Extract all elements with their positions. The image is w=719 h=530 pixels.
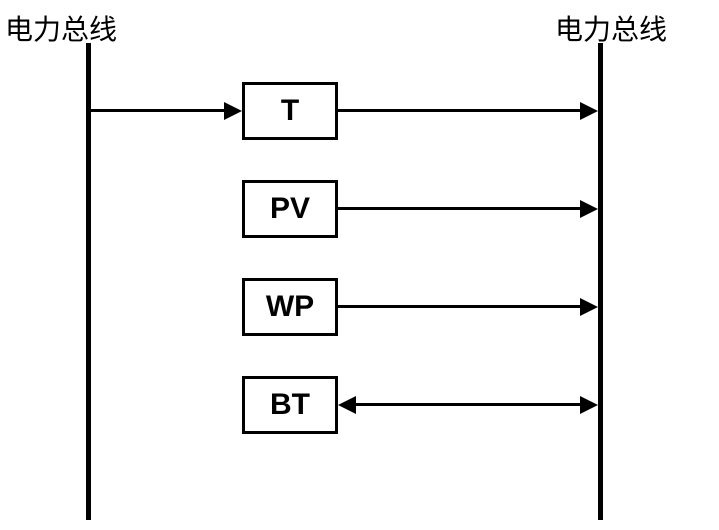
- block-wp-label: WP: [266, 290, 314, 324]
- block-wp: WP: [242, 278, 338, 336]
- block-t-label: T: [281, 94, 299, 128]
- block-pv: PV: [242, 180, 338, 238]
- arrow-t-to-rightbus: [580, 102, 598, 120]
- arrow-bt-to-rightbus-right: [580, 396, 598, 414]
- arrow-pv-to-rightbus: [580, 200, 598, 218]
- bus-right-line: [598, 43, 603, 520]
- edge-t-to-rightbus: [338, 109, 580, 112]
- block-t: T: [242, 82, 338, 140]
- bus-left-label: 电力总线: [5, 8, 117, 48]
- block-bt-label: BT: [270, 388, 310, 422]
- bus-right-label: 电力总线: [555, 8, 667, 48]
- edge-leftbus-to-t: [91, 109, 224, 112]
- block-pv-label: PV: [270, 192, 310, 226]
- block-bt: BT: [242, 376, 338, 434]
- arrow-into-t: [224, 102, 242, 120]
- edge-bt-to-rightbus: [356, 403, 580, 406]
- edge-pv-to-rightbus: [338, 207, 580, 210]
- arrow-wp-to-rightbus: [580, 298, 598, 316]
- edge-wp-to-rightbus: [338, 305, 580, 308]
- arrow-bt-to-rightbus-left: [338, 396, 356, 414]
- bus-left-line: [86, 43, 91, 520]
